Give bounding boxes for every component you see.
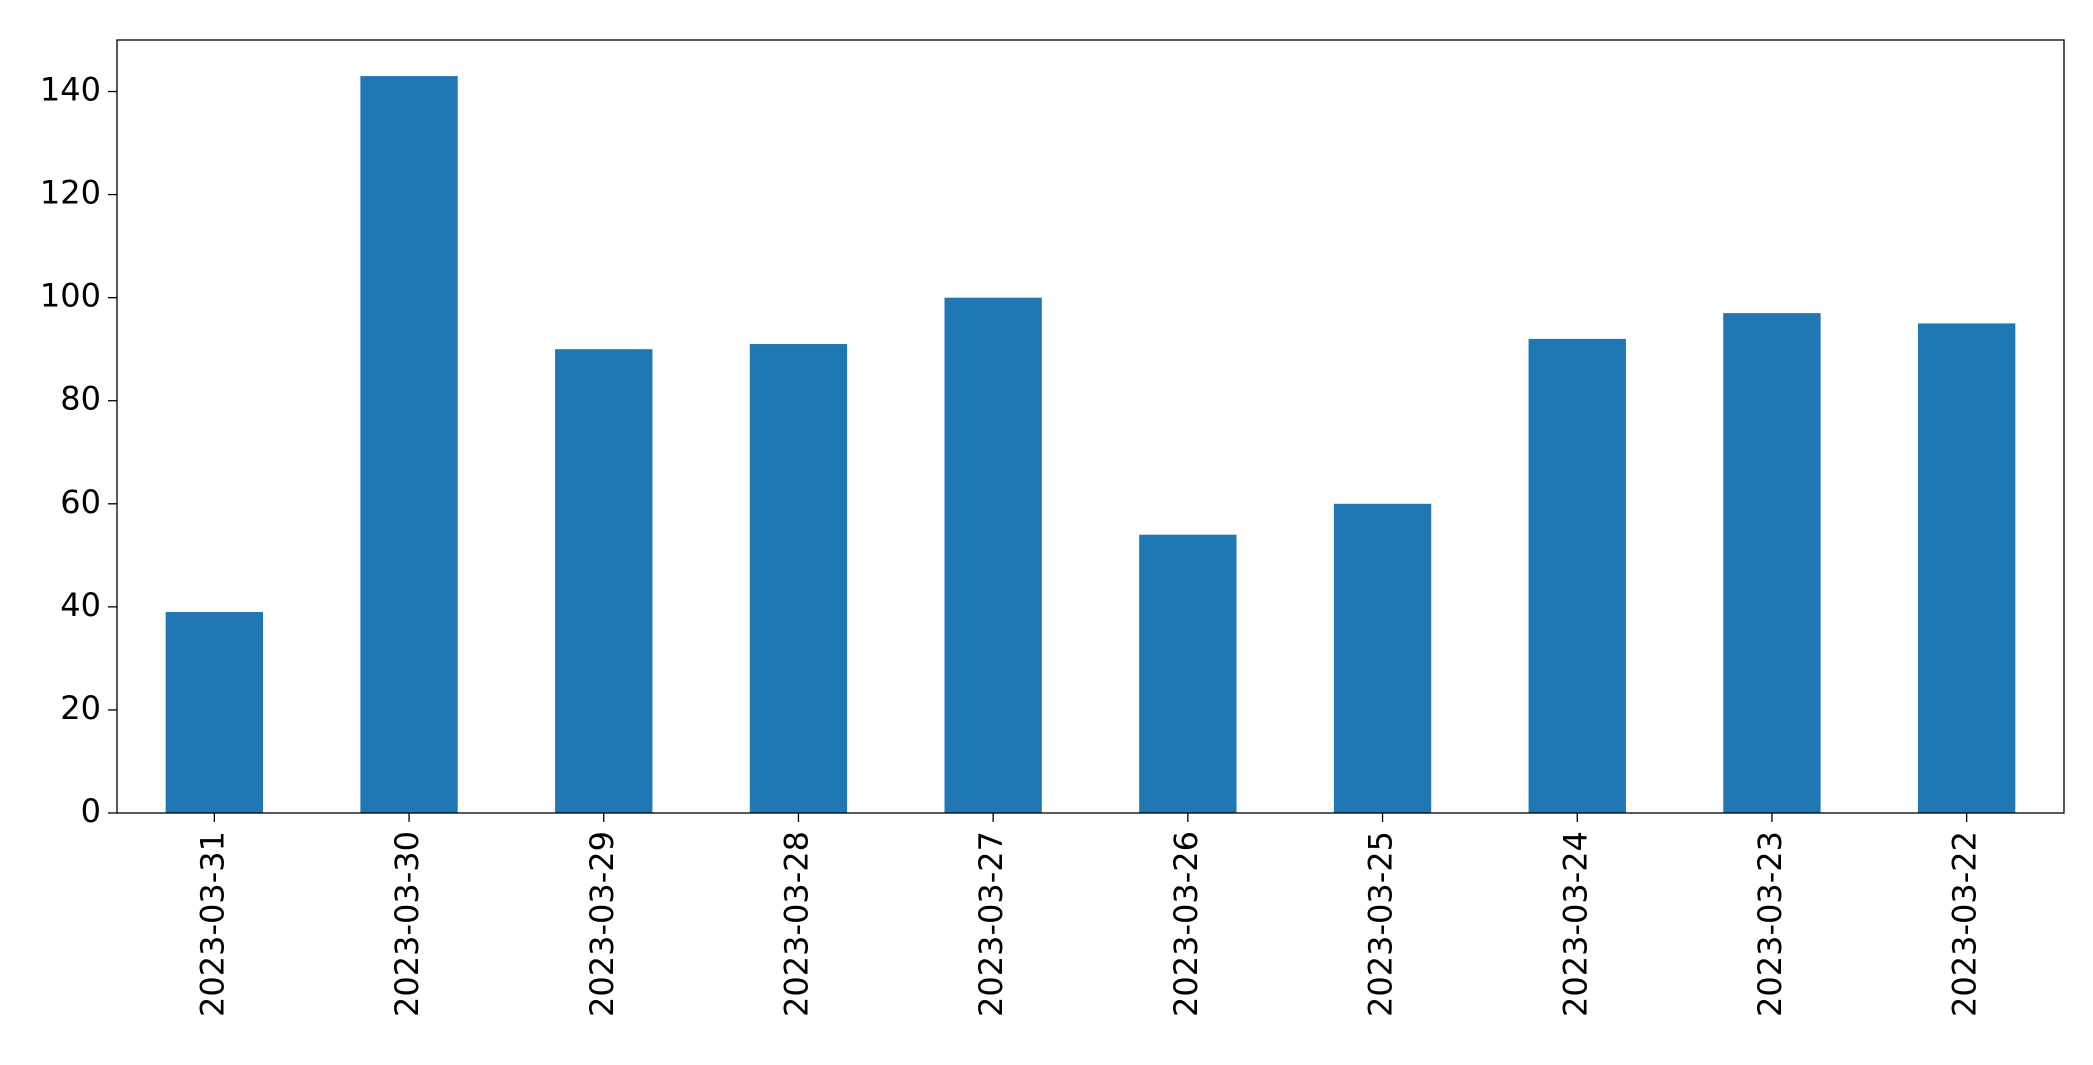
bar [1528,338,1626,813]
bar [555,349,653,813]
x-tick-label: 2023-03-26 [1167,831,1205,1017]
x-tick-label: 2023-03-29 [583,831,621,1017]
bar [749,344,848,813]
bar [1333,503,1432,813]
bar [1723,313,1821,813]
x-tick-label: 2023-03-24 [1556,831,1594,1017]
bar [360,76,458,813]
y-tick-label: 40 [60,586,101,624]
x-tick-label: 2023-03-25 [1362,831,1400,1017]
x-tick-label: 2023-03-27 [972,831,1010,1017]
x-tick-label: 2023-03-22 [1946,831,1984,1017]
bar [1139,534,1237,813]
bar [165,612,264,813]
y-tick-label: 100 [40,277,101,315]
y-tick-label: 20 [60,689,101,727]
y-tick-label: 80 [60,380,101,418]
y-tick-label: 60 [60,483,101,521]
bar [944,297,1042,814]
x-tick-label: 2023-03-30 [388,831,426,1017]
plot-frame [116,39,2065,814]
x-tick-label: 2023-03-28 [777,831,815,1017]
x-tick-label: 2023-03-23 [1751,831,1789,1017]
y-tick-label: 0 [81,792,101,830]
y-tick-label: 140 [40,71,101,109]
y-tick-label: 120 [40,174,101,212]
bar [1917,323,2016,813]
x-tick-label: 2023-03-31 [193,831,231,1017]
